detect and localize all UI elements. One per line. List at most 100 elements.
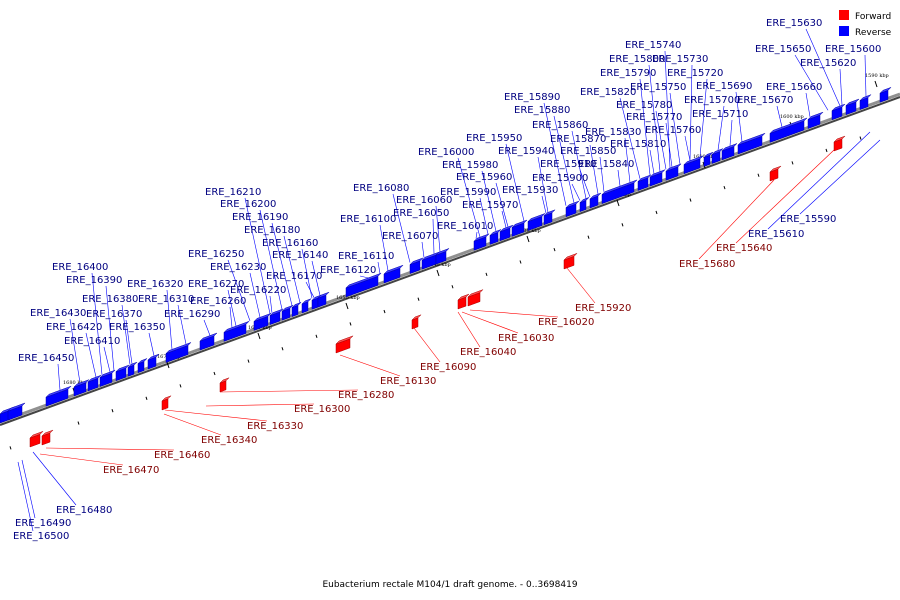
reverse-label-leader — [794, 54, 829, 111]
tick-label: 1680 kbp — [63, 380, 87, 386]
reverse-gene-label: ERE_16160 — [262, 238, 318, 249]
reverse-label-leader — [699, 78, 708, 157]
reverse-gene-label: ERE_15900 — [532, 173, 588, 184]
reverse-gene-label: ERE_16250 — [188, 249, 244, 260]
reverse-gene-label: ERE_16140 — [272, 250, 328, 261]
strand-dash — [825, 148, 828, 153]
reverse-gene-label: ERE_16080 — [353, 183, 409, 194]
forward-label-leader — [39, 453, 124, 466]
forward-gene-top — [833, 135, 846, 143]
tick-label: 1650 kbp — [336, 295, 360, 301]
strand-dash — [621, 223, 624, 227]
reverse-label-leader — [481, 170, 497, 232]
forward-gene-label: ERE_16490 — [15, 518, 71, 529]
reverse-label-leader — [839, 68, 843, 106]
forward-gene-top — [467, 289, 484, 298]
reverse-gene-top — [683, 155, 704, 165]
reverse-label-leader — [649, 149, 655, 174]
reverse-label-leader — [553, 115, 575, 203]
reverse-label-leader — [359, 275, 369, 279]
reverse-label-leader — [589, 144, 599, 195]
reverse-gene-label: ERE_15780 — [616, 100, 672, 111]
reverse-label-leader — [91, 272, 103, 375]
reverse-gene-top — [165, 342, 192, 354]
reverse-gene-label: ERE_15840 — [578, 159, 634, 170]
reverse-gene-label: ERE_16450 — [18, 353, 74, 364]
strand-dash — [791, 161, 794, 165]
forward-label-leader — [698, 179, 775, 260]
reverse-label-leader — [121, 304, 131, 365]
reverse-gene-label: ERE_15890 — [504, 92, 560, 103]
reverse-label-leader — [617, 169, 621, 187]
reverse-label-leader — [244, 197, 271, 314]
reverse-gene-label: ERE_15930 — [502, 185, 558, 196]
reverse-label-leader — [805, 28, 841, 106]
reverse-gene-top — [721, 143, 738, 152]
tick-mark — [166, 361, 170, 369]
reverse-label-leader — [392, 193, 411, 263]
reverse-gene-label: ERE_15810 — [610, 139, 666, 150]
forward-gene-label: ERE_15640 — [716, 243, 772, 254]
forward-label-leader — [205, 403, 315, 407]
reverse-label-leader — [475, 231, 478, 239]
reverse-gene-label: ERE_15760 — [645, 125, 701, 136]
reverse-gene-top — [301, 298, 312, 305]
reverse-gene-label: ERE_16070 — [382, 231, 438, 242]
reverse-label-leader — [203, 319, 211, 336]
tick-label: 1590 kbp — [865, 73, 889, 79]
forward-gene-label: ERE_16040 — [460, 347, 516, 358]
reverse-gene-top — [499, 224, 514, 233]
reverse-label-leader — [85, 332, 97, 378]
forward-gene-label: ERE_16470 — [103, 465, 159, 476]
reverse-gene-label: ERE_16380 — [82, 294, 138, 305]
reverse-label-leader — [776, 105, 783, 128]
reverse-gene-top — [859, 94, 872, 101]
reverse-gene-top — [711, 148, 724, 155]
reverse-gene-label: ERE_15970 — [462, 200, 518, 211]
reverse-gene-top — [87, 375, 102, 383]
reverse-gene-label: ERE_16320 — [127, 279, 183, 290]
forward-label-leader — [164, 409, 268, 422]
forward-gene-label: ERE_15680 — [679, 259, 735, 270]
reverse-gene-label: ERE_16100 — [340, 214, 396, 225]
forward-label-leader — [17, 461, 34, 532]
reverse-gene-label: ERE_15770 — [626, 112, 682, 123]
reverse-gene-top — [511, 219, 528, 228]
reverse-gene-top — [807, 111, 824, 120]
gene-arrows — [0, 87, 892, 448]
reverse-label-leader — [283, 235, 301, 303]
reverse-gene-label: ERE_16210 — [205, 187, 261, 198]
reverse-gene-label: ERE_16120 — [320, 265, 376, 276]
figure-caption: Eubacterium rectale M104/1 draft genome.… — [322, 580, 577, 590]
reverse-gene-label: ERE_16170 — [266, 271, 322, 282]
reverse-gene-top — [45, 385, 72, 398]
reverse-label-leader — [57, 363, 61, 391]
reverse-gene-label: ERE_15720 — [667, 68, 723, 79]
forward-gene-top — [769, 165, 782, 173]
tick-mark — [616, 199, 620, 207]
strand-dash — [417, 297, 420, 301]
strand-dash — [281, 347, 284, 351]
reverse-label-leader — [505, 143, 525, 222]
reverse-label-leader — [495, 182, 509, 227]
reverse-gene-label: ERE_16230 — [210, 262, 266, 273]
reverse-gene-top — [601, 179, 638, 195]
forward-label-leader — [461, 311, 519, 334]
forward-gene-label: ERE_16030 — [498, 333, 554, 344]
strand-dash — [315, 334, 318, 338]
reverse-label-leader — [379, 224, 389, 271]
reverse-gene-top — [703, 152, 714, 158]
reverse-label-leader — [805, 92, 811, 117]
tick-mark — [436, 269, 440, 277]
forward-gene-top — [161, 395, 172, 402]
reverse-label-leader — [639, 78, 651, 176]
reverse-label-leader — [435, 205, 441, 252]
genome-backbone — [0, 92, 900, 426]
legend: Forward Reverse — [839, 10, 892, 38]
reverse-label-leader — [432, 218, 435, 254]
legend-forward-swatch — [839, 10, 849, 20]
forward-gene-label: ERE_16090 — [420, 362, 476, 373]
reverse-gene-top — [317, 291, 330, 299]
forward-gene-top — [457, 293, 470, 301]
